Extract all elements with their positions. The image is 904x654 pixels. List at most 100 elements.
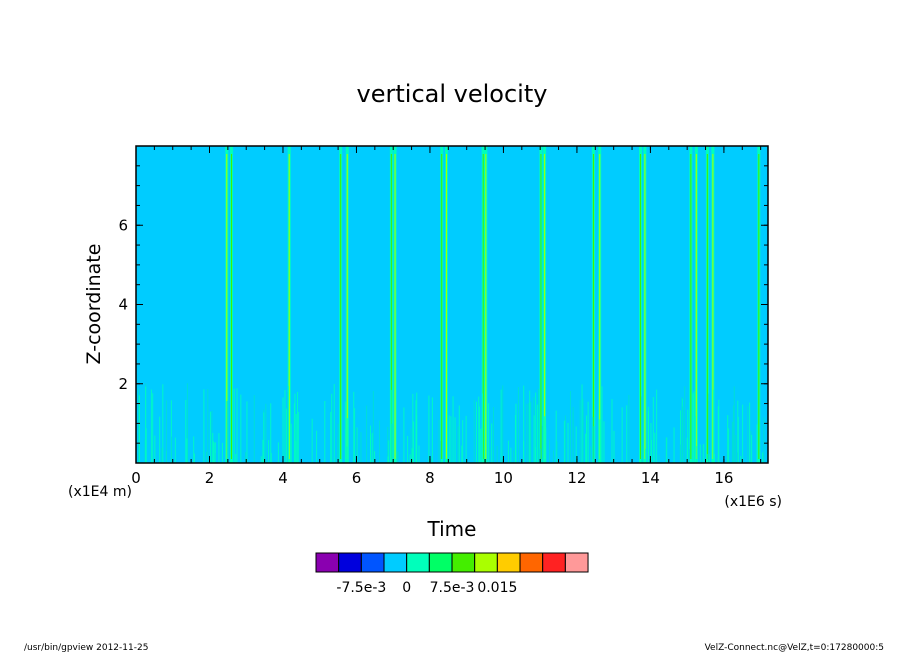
- speckle-mark: [410, 428, 412, 463]
- updraft-core: [485, 154, 487, 459]
- speckle-mark: [666, 437, 668, 463]
- speckle-mark: [692, 393, 694, 463]
- speckle-mark: [581, 384, 583, 463]
- x-tick-label: 8: [425, 469, 435, 487]
- speckle-mark: [654, 432, 656, 463]
- speckle-mark: [331, 393, 333, 463]
- speckle-mark: [295, 413, 297, 463]
- colorbar-cell: [542, 552, 566, 573]
- speckle-mark: [316, 430, 318, 463]
- speckle-mark: [236, 388, 238, 463]
- speckle-mark: [693, 394, 695, 463]
- speckle-mark: [575, 426, 577, 463]
- updraft-core: [288, 154, 290, 459]
- updraft-core: [758, 154, 760, 459]
- updraft-core: [690, 154, 692, 459]
- speckle-mark: [294, 393, 296, 463]
- speckle-mark: [263, 412, 265, 463]
- speckle-mark: [491, 423, 493, 463]
- speckle-mark: [214, 442, 216, 463]
- speckle-mark: [397, 451, 399, 463]
- x-tick-label: 6: [352, 469, 362, 487]
- speckle-mark: [337, 436, 339, 463]
- speckle-mark: [268, 440, 270, 463]
- y-axis-unit: (x1E4 m): [68, 484, 132, 500]
- speckle-mark: [353, 391, 355, 463]
- speckle-mark: [165, 400, 167, 463]
- speckle-mark: [205, 451, 207, 463]
- speckle-mark: [344, 401, 346, 463]
- speckle-mark: [535, 392, 537, 463]
- y-axis-label: Z-coordinate: [83, 244, 105, 365]
- updraft-core: [695, 154, 697, 459]
- speckle-mark: [144, 439, 146, 463]
- colorbar-cell: [474, 552, 498, 573]
- speckle-mark: [488, 403, 490, 463]
- speckle-mark: [696, 407, 698, 463]
- speckle-mark: [656, 389, 658, 463]
- speckle-mark: [727, 415, 729, 463]
- speckle-mark: [213, 441, 215, 463]
- updraft-core: [340, 154, 342, 459]
- speckle-mark: [736, 452, 738, 463]
- updraft-core: [644, 154, 646, 459]
- speckle-mark: [716, 457, 718, 463]
- speckle-mark: [374, 451, 376, 463]
- speckle-mark: [162, 384, 164, 463]
- speckle-mark: [599, 419, 601, 463]
- speckle-mark: [569, 391, 571, 463]
- speckle-mark: [150, 389, 152, 463]
- speckle-mark: [517, 387, 519, 463]
- updraft-core: [445, 154, 447, 459]
- speckle-mark: [679, 444, 681, 463]
- x-axis-ticks: 0 2 4 6 8 10 12 14 16: [131, 146, 733, 487]
- speckle-mark: [379, 420, 381, 463]
- speckle-mark: [345, 428, 347, 463]
- speckle-mark: [647, 406, 649, 463]
- speckle-mark: [366, 405, 368, 463]
- speckle-mark: [732, 405, 734, 463]
- speckle-mark: [478, 396, 480, 463]
- speckle-mark: [290, 423, 292, 463]
- speckle-mark: [611, 399, 613, 463]
- speckle-mark: [567, 422, 569, 463]
- speckle-mark: [450, 416, 452, 463]
- y-tick-label: 4: [118, 296, 128, 314]
- speckle-mark: [415, 400, 417, 463]
- speckle-mark: [457, 426, 459, 463]
- speckle-mark: [594, 409, 596, 463]
- speckle-mark: [529, 390, 531, 463]
- speckle-mark: [742, 404, 744, 463]
- colorbar-cells: [315, 552, 589, 573]
- speckle-mark: [681, 396, 683, 463]
- colorbar-cell: [496, 552, 521, 573]
- speckle-mark: [513, 450, 515, 463]
- speckle-mark: [586, 415, 588, 463]
- speckle-mark: [226, 400, 228, 463]
- updraft-core: [706, 154, 708, 459]
- speckle-mark: [673, 427, 675, 463]
- speckle-mark: [763, 417, 765, 463]
- speckle-mark: [539, 448, 541, 463]
- speckle-mark: [695, 416, 697, 463]
- footer-right: VelZ-Connect.nc@VelZ,t=0:17280000:5: [704, 643, 884, 653]
- speckle-mark: [207, 389, 209, 463]
- updraft-core: [544, 154, 546, 459]
- speckle-mark: [728, 428, 730, 463]
- speckle-mark: [428, 395, 430, 463]
- speckle-mark: [762, 452, 764, 463]
- speckle-mark: [458, 405, 460, 463]
- speckle-mark: [556, 441, 558, 463]
- speckle-mark: [152, 393, 154, 463]
- speckle-mark: [533, 415, 535, 463]
- y-tick-label: 6: [118, 216, 128, 234]
- speckle-mark: [218, 433, 220, 463]
- speckle-mark: [391, 423, 393, 463]
- speckle-mark: [545, 427, 547, 463]
- colorbar-cell: [406, 552, 430, 573]
- speckle-mark: [613, 430, 615, 463]
- speckle-mark: [390, 389, 392, 463]
- speckle-mark: [194, 453, 196, 463]
- x-axis-label: Time: [427, 517, 477, 541]
- speckle-mark: [356, 428, 358, 463]
